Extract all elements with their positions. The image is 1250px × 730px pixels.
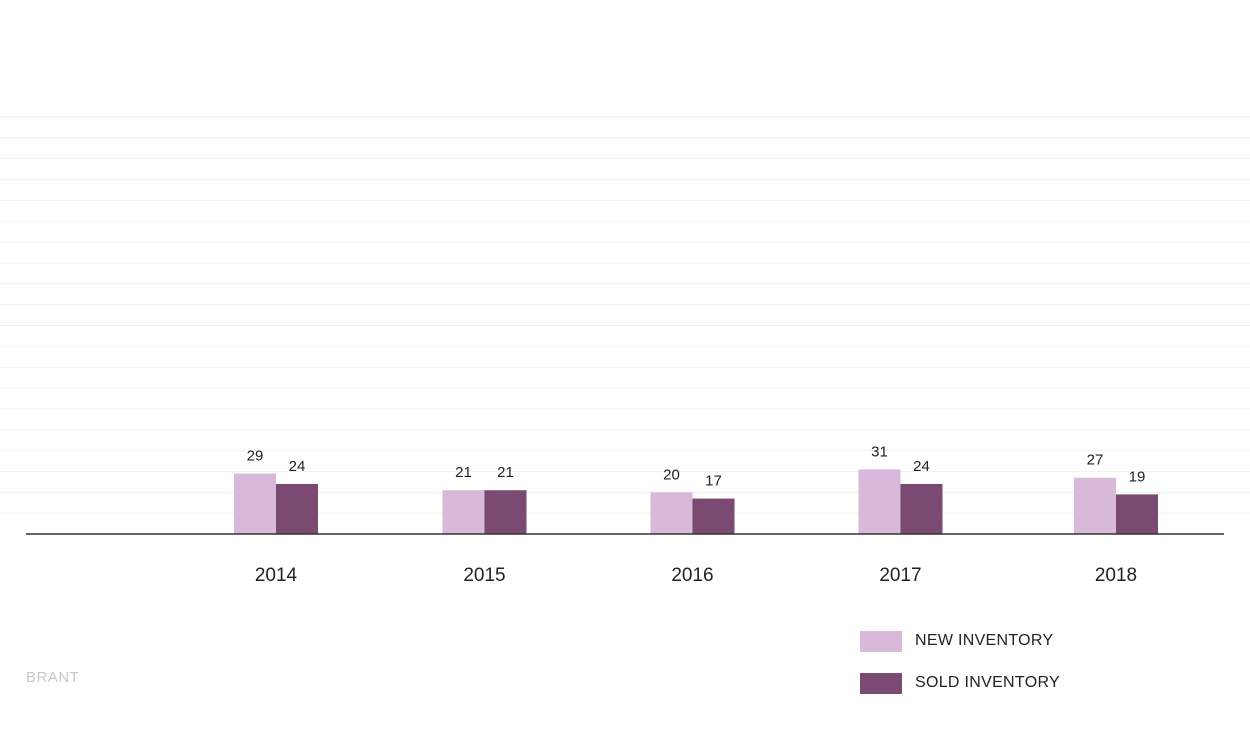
- bar-sold-inventory-2015: [484, 490, 527, 534]
- data-label-sold-inventory-2018: 19: [1129, 468, 1146, 485]
- x-tick-label-2018: 2018: [1095, 565, 1137, 586]
- x-tick-label-2016: 2016: [671, 565, 713, 586]
- brand-watermark: BRANT: [26, 669, 80, 686]
- data-label-sold-inventory-2017: 24: [913, 458, 930, 475]
- data-label-new-inventory-2014: 29: [247, 448, 264, 465]
- data-labels: 29 24 21 21 20 17 31 24 27 19: [247, 443, 1146, 489]
- data-label-sold-inventory-2014: 24: [289, 458, 306, 475]
- data-label-new-inventory-2016: 20: [663, 466, 680, 483]
- data-label-new-inventory-2018: 27: [1087, 452, 1104, 469]
- gridlines: [0, 116, 1250, 514]
- data-label-new-inventory-2015: 21: [455, 464, 472, 481]
- x-tick-label-2014: 2014: [255, 565, 298, 586]
- bar-sold-inventory-2018: [1116, 494, 1158, 534]
- bar-new-inventory-2014: [234, 473, 276, 534]
- legend-item-new-inventory: NEW INVENTORY: [860, 620, 1060, 662]
- x-tick-label-2015: 2015: [463, 565, 505, 586]
- data-label-new-inventory-2017: 31: [871, 443, 888, 460]
- legend: NEW INVENTORY SOLD INVENTORY: [860, 620, 1060, 704]
- bar-new-inventory-2017: [858, 469, 901, 534]
- legend-item-sold-inventory: SOLD INVENTORY: [860, 662, 1060, 704]
- legend-label-sold-inventory: SOLD INVENTORY: [915, 674, 1060, 691]
- x-tick-label-2017: 2017: [879, 565, 921, 586]
- bar-sold-inventory-2016: [692, 498, 735, 534]
- legend-label-new-inventory: NEW INVENTORY: [915, 632, 1054, 649]
- data-label-sold-inventory-2015: 21: [497, 464, 514, 481]
- bar-sold-inventory-2014: [276, 483, 318, 534]
- legend-swatch-new-inventory: [860, 630, 902, 652]
- x-axis-tick-labels: 2014 2015 2016 2017 2018: [255, 565, 1137, 586]
- legend-swatch-sold-inventory: [860, 672, 902, 694]
- data-label-sold-inventory-2016: 17: [705, 473, 722, 490]
- bars: [234, 469, 1158, 534]
- bar-new-inventory-2018: [1074, 477, 1116, 534]
- bar-new-inventory-2015: [442, 490, 485, 534]
- bar-sold-inventory-2017: [900, 483, 943, 534]
- bar-new-inventory-2016: [650, 492, 693, 534]
